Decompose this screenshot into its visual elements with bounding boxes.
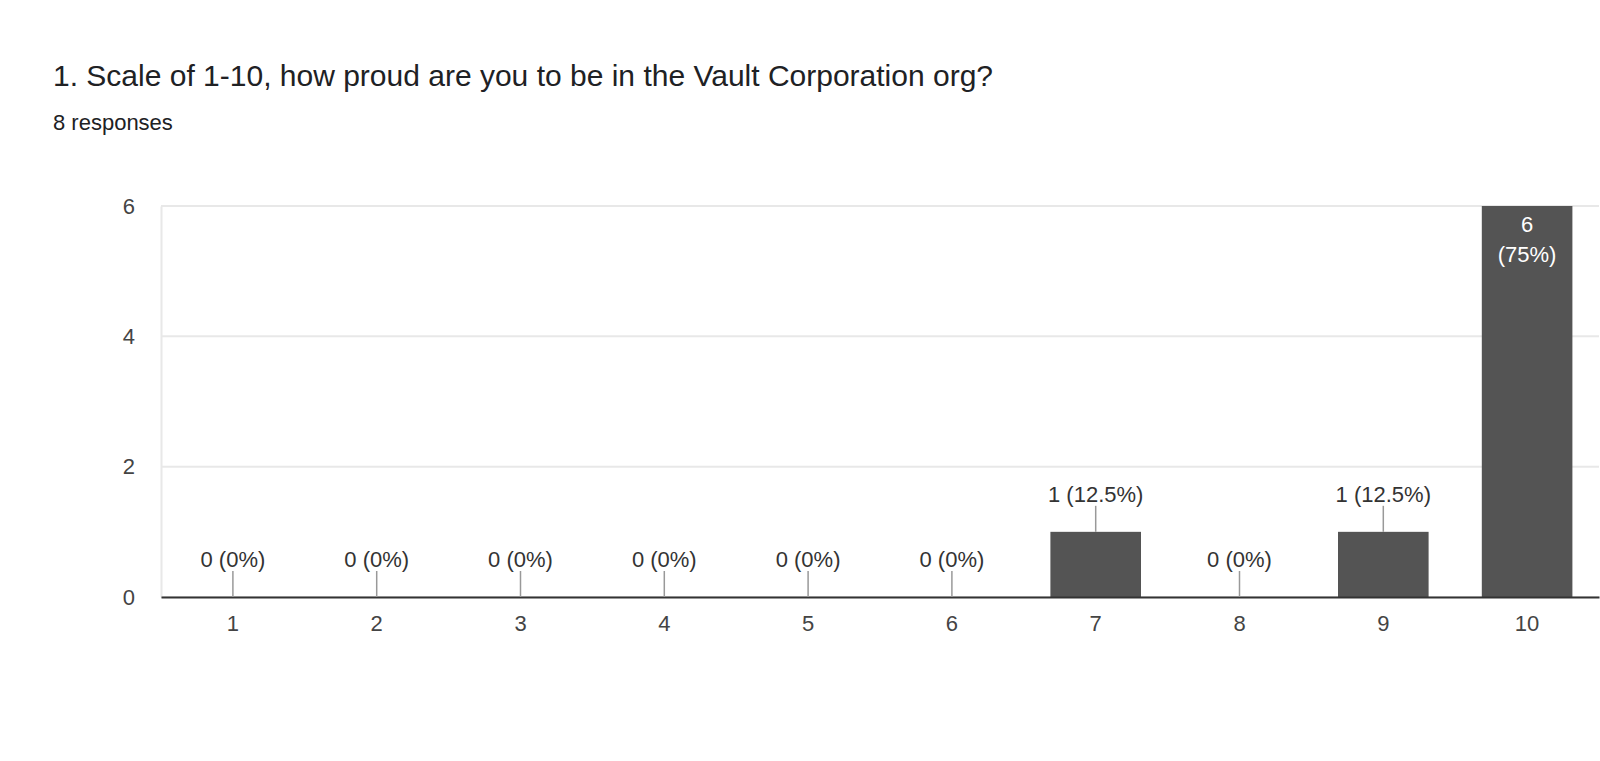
data-label: 1 (12.5%) — [1336, 482, 1431, 507]
y-axis: 0 2 4 6 — [123, 194, 162, 610]
x-tick-label: 6 — [946, 611, 958, 636]
y-tick: 6 — [123, 194, 161, 219]
x-tick-label: 4 — [658, 611, 670, 636]
x-tick: 2 — [371, 597, 383, 636]
data-label: 0 (0%) — [488, 547, 553, 572]
data-label: 0 (0%) — [1207, 547, 1272, 572]
y-tick-label: 4 — [123, 324, 135, 349]
data-label: 0 (0%) — [776, 547, 841, 572]
chart: 1. Scale of 1-10, how proud are you to b… — [0, 0, 1600, 761]
x-tick: 7 — [1090, 597, 1102, 636]
grid — [161, 206, 1599, 597]
label-leader — [1383, 506, 1385, 532]
x-tick-label: 3 — [514, 611, 526, 636]
x-tick: 6 — [946, 597, 958, 636]
x-tick-label: 7 — [1090, 611, 1102, 636]
y-axis-line — [161, 207, 163, 598]
y-tick-label: 0 — [123, 585, 135, 610]
x-tick-label: 2 — [371, 611, 383, 636]
title: 1. Scale of 1-10, how proud are you to b… — [53, 59, 993, 92]
bar — [1338, 532, 1429, 597]
grid-line — [161, 205, 1599, 207]
x-tick: 10 — [1515, 597, 1539, 636]
x-tick-label: 1 — [227, 611, 239, 636]
y-tick-label: 2 — [123, 454, 135, 479]
x-axis: 1 2 3 4 5 6 7 8 9 10 — [162, 597, 1600, 636]
x-tick: 1 — [227, 597, 239, 636]
label-leader — [1095, 506, 1097, 532]
label-leader — [807, 571, 809, 597]
x-tick-label: 10 — [1515, 611, 1539, 636]
subtitle: 8 responses — [53, 110, 173, 135]
x-tick-label: 9 — [1377, 611, 1389, 636]
bar — [1050, 532, 1141, 597]
x-tick: 9 — [1377, 597, 1389, 636]
data-label: 0 (0%) — [201, 547, 266, 572]
label-leader — [1239, 571, 1241, 597]
label-leader — [951, 571, 953, 597]
grid-line — [161, 466, 1599, 468]
data-label: 0 (0%) — [344, 547, 409, 572]
data-label: 0 (0%) — [632, 547, 697, 572]
y-tick: 4 — [123, 324, 161, 349]
y-tick: 0 — [123, 585, 161, 610]
label-leader — [376, 571, 378, 597]
data-labels: 0 (0%) 0 (0%) 0 (0%) 0 (0%) 0 (0%) 0 (0%) 1 (1… — [201, 212, 1557, 597]
x-tick: 3 — [514, 597, 526, 636]
bar — [1482, 206, 1573, 597]
y-tick: 2 — [123, 454, 161, 479]
label-leader — [232, 571, 234, 597]
data-label: 6(75%) — [1498, 212, 1557, 267]
x-tick: 8 — [1233, 597, 1245, 636]
x-tick-label: 5 — [802, 611, 814, 636]
label-leader — [664, 571, 666, 597]
grid-line — [161, 335, 1599, 337]
y-tick-label: 6 — [123, 194, 135, 219]
x-tick-label: 8 — [1233, 611, 1245, 636]
x-tick: 5 — [802, 597, 814, 636]
bars — [1050, 206, 1572, 597]
data-label: 1 (12.5%) — [1048, 482, 1143, 507]
data-label: 0 (0%) — [920, 547, 985, 572]
x-tick: 4 — [658, 597, 670, 636]
label-leader — [520, 571, 522, 597]
